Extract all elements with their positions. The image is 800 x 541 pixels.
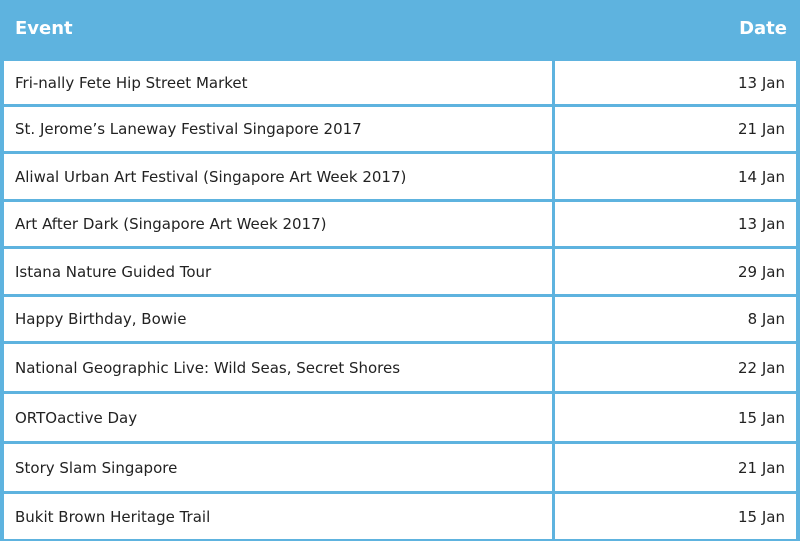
date-cell: 15 Jan xyxy=(555,494,796,539)
event-cell: St. Jerome’s Laneway Festival Singapore … xyxy=(4,107,552,151)
event-cell: National Geographic Live: Wild Seas, Sec… xyxy=(4,344,552,391)
event-cell: Aliwal Urban Art Festival (Singapore Art… xyxy=(4,154,552,199)
date-cell: 21 Jan xyxy=(555,107,796,151)
event-cell: Fri-nally Fete Hip Street Market xyxy=(4,61,552,104)
table-header: Event Date xyxy=(1,1,800,58)
date-cell: 13 Jan xyxy=(555,202,796,246)
date-cell: 15 Jan xyxy=(555,394,796,441)
column-header-event[interactable]: Event xyxy=(15,18,73,39)
event-cell: Bukit Brown Heritage Trail xyxy=(4,494,552,539)
date-cell: 14 Jan xyxy=(555,154,796,199)
event-cell: Happy Birthday, Bowie xyxy=(4,297,552,341)
event-cell: Art After Dark (Singapore Art Week 2017) xyxy=(4,202,552,246)
event-cell: ORTOactive Day xyxy=(4,394,552,441)
date-cell: 21 Jan xyxy=(555,444,796,491)
date-cell: 29 Jan xyxy=(555,249,796,294)
date-cell: 13 Jan xyxy=(555,61,796,104)
event-cell: Istana Nature Guided Tour xyxy=(4,249,552,294)
date-cell: 8 Jan xyxy=(555,297,796,341)
column-header-date[interactable]: Date xyxy=(739,18,787,39)
event-cell: Story Slam Singapore xyxy=(4,444,552,491)
date-cell: 22 Jan xyxy=(555,344,796,391)
